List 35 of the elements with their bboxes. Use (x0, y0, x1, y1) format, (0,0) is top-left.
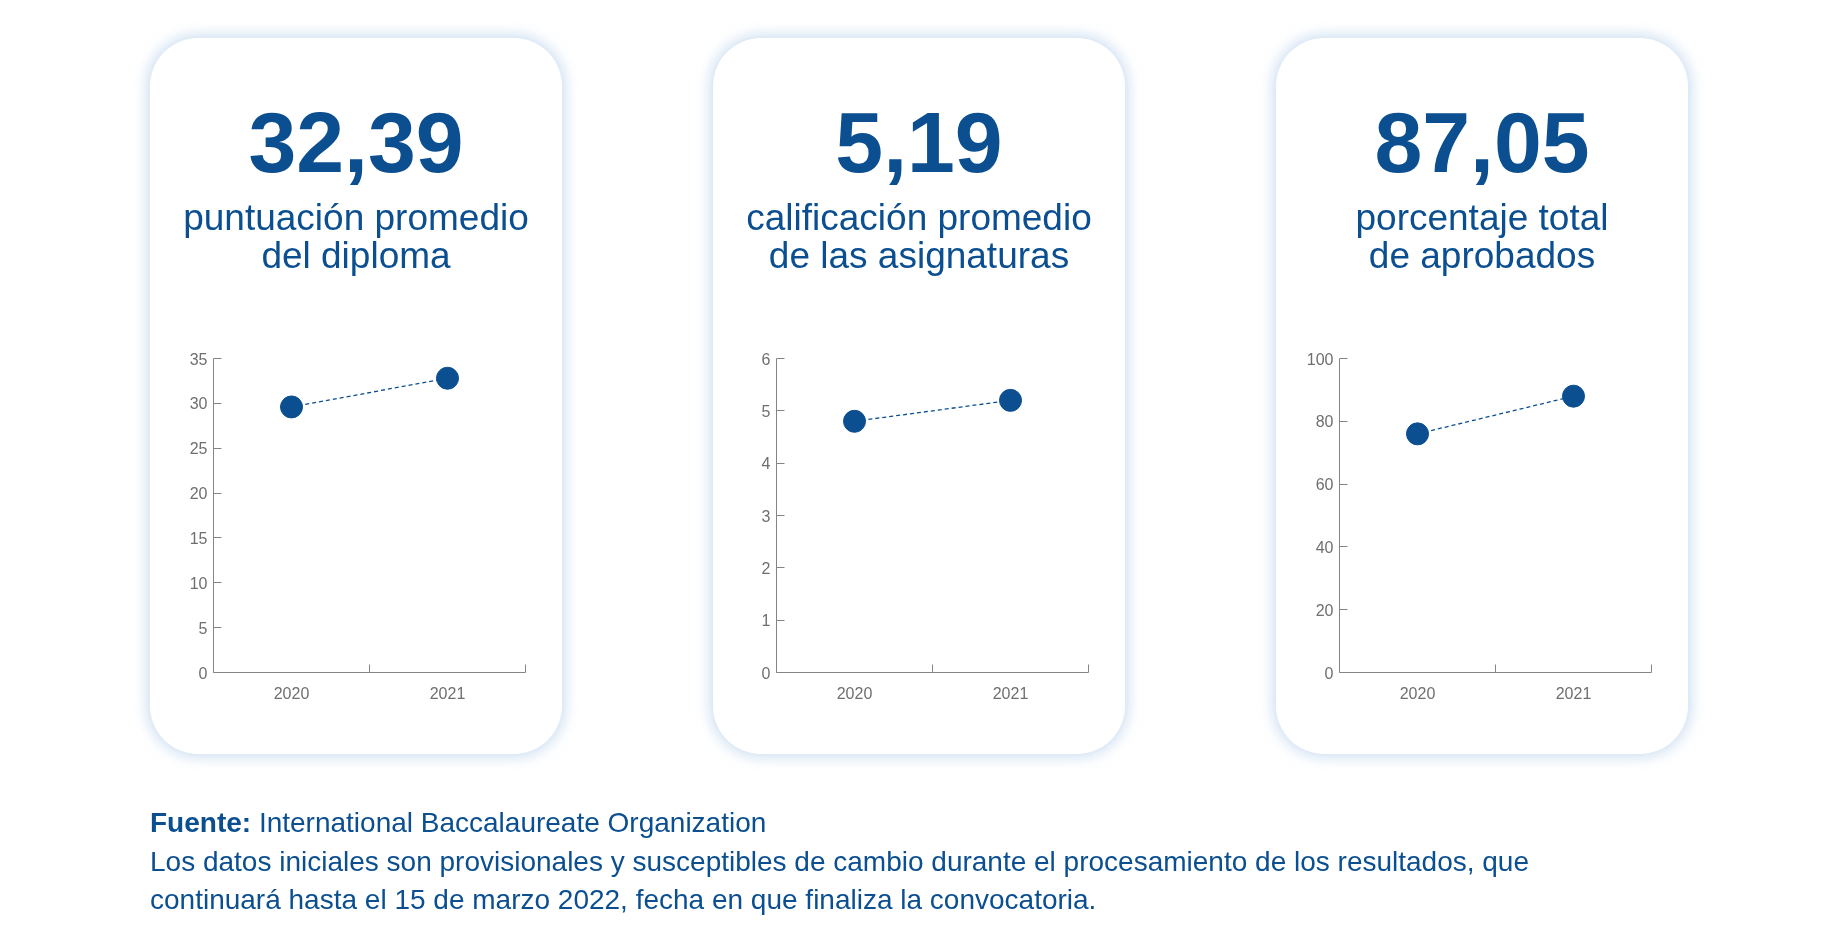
y-tick-label: 1 (761, 612, 771, 630)
y-tick-label: 30 (189, 395, 208, 413)
y-tick-label: 2 (761, 559, 771, 577)
x-tick-label: 2021 (429, 684, 466, 702)
y-tick-label: 25 (189, 440, 208, 458)
y-tick-label: 0 (1324, 664, 1334, 682)
chart-subtitle: porcentaje total de aprobados (1355, 197, 1609, 276)
chart-title: 32,39 (248, 94, 464, 190)
y-tick-label: 100 (1306, 350, 1334, 368)
y-tick-label: 10 (189, 574, 208, 592)
y-tick-label: 80 (1315, 413, 1334, 431)
y-tick-label: 60 (1315, 476, 1334, 494)
chart-title: 5,19 (835, 94, 1003, 190)
y-tick-label: 0 (198, 664, 208, 682)
y-tick-label: 4 (761, 455, 771, 473)
y-tick-label: 20 (189, 485, 208, 503)
y-tick-label: 40 (1315, 538, 1334, 556)
chart-subtitle: puntuación promedio del diploma (183, 197, 529, 276)
x-tick-label: 2021 (1555, 684, 1592, 702)
y-tick-label: 35 (189, 350, 208, 368)
x-tick-label: 2020 (273, 684, 310, 702)
text: Los datos iniciales son provisionales y susceptibles de cambio durante el procesamiento de los resultados, que continuará hasta el 15 de marzo 2022, fecha en que finaliza la convocatoria. (150, 845, 1530, 916)
y-tick-label: 3 (761, 507, 771, 525)
chart-title: 87,05 (1374, 94, 1590, 190)
y-tick-label: 5 (198, 619, 208, 637)
source-note: Fuente: International Baccalaureate Organization (150, 807, 767, 838)
x-tick-label: 2020 (836, 684, 873, 702)
y-tick-label: 15 (189, 529, 208, 547)
y-tick-label: 20 (1315, 601, 1334, 619)
x-tick-label: 2021 (992, 684, 1029, 702)
chart-subtitle: calificación promedio de las asignaturas (746, 197, 1092, 276)
y-tick-label: 0 (761, 664, 771, 682)
x-tick-label: 2020 (1399, 684, 1436, 702)
y-tick-label: 5 (761, 402, 771, 420)
y-tick-label: 6 (761, 350, 771, 368)
